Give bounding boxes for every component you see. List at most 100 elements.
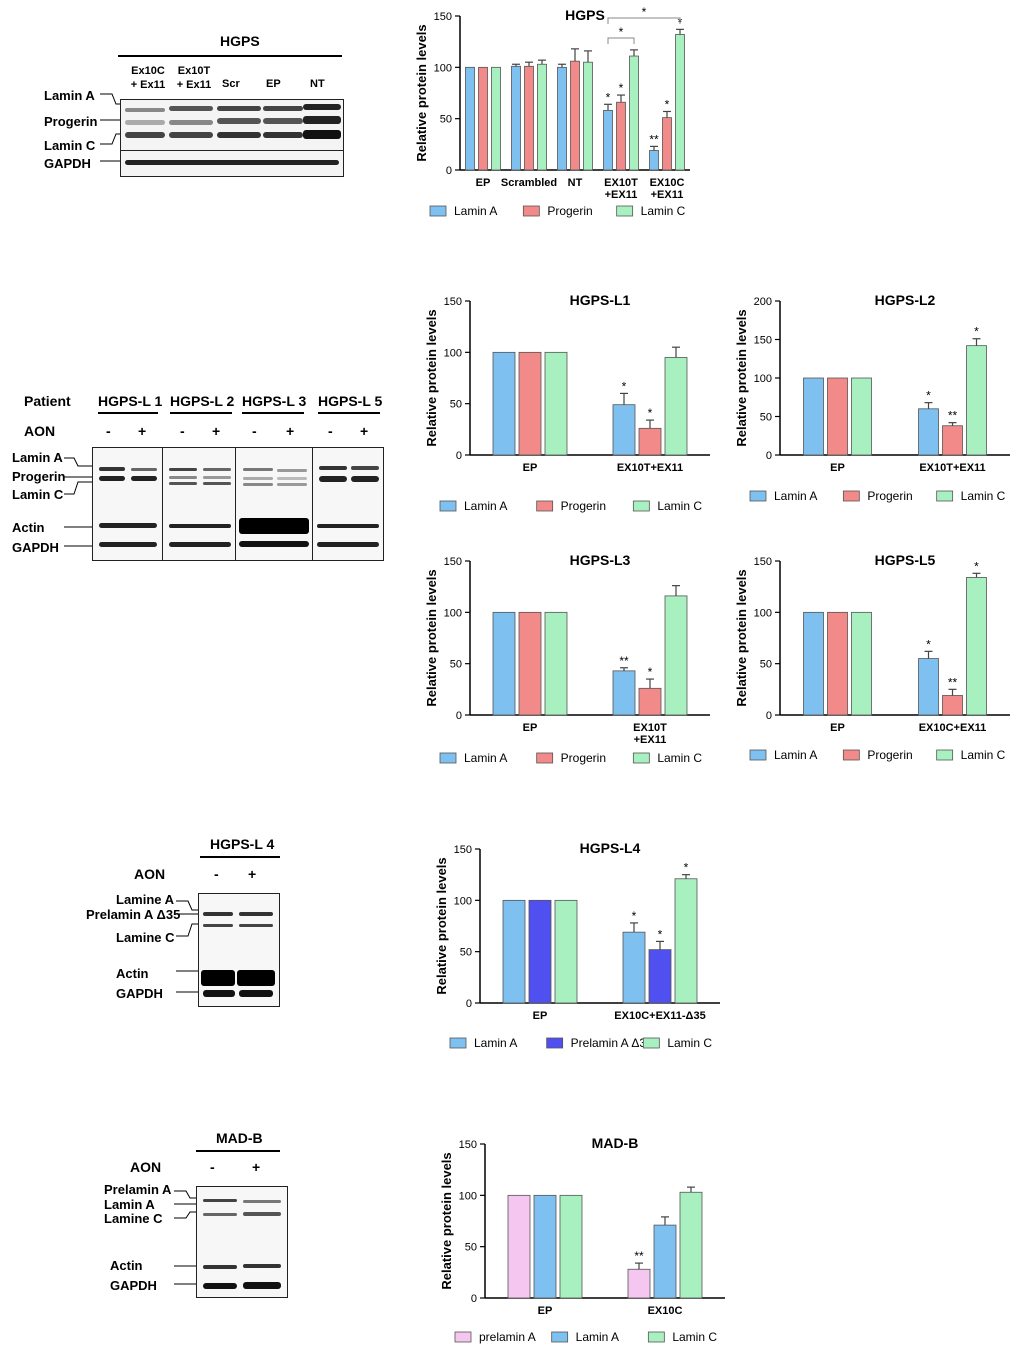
x-tick-label: EX10C+EX11: [919, 722, 987, 734]
group-label: HGPS-L 5: [318, 393, 383, 409]
x-tick-label: EP: [538, 1305, 553, 1317]
significance-label: *: [974, 559, 979, 573]
band-label: GAPDH: [44, 156, 91, 171]
band: [351, 466, 379, 470]
significance-label: *: [926, 637, 931, 651]
band-label: Lamin A: [44, 88, 95, 103]
bar: [966, 577, 987, 716]
band: [169, 468, 197, 471]
band: [277, 469, 307, 472]
band-label: Progerin: [44, 114, 98, 129]
significance-label: *: [665, 97, 670, 111]
bar: [629, 55, 639, 171]
bar: [557, 66, 567, 171]
band-label: Lamin A: [104, 1197, 155, 1212]
band: [277, 483, 307, 486]
y-axis-label: Relative protein levels: [414, 24, 429, 161]
bar: [583, 61, 593, 171]
legend-label: Lamin C: [657, 499, 702, 513]
significance-label: *: [684, 861, 689, 875]
bar: [918, 408, 939, 456]
band-label: Actin: [116, 966, 149, 981]
legend-swatch: [546, 1037, 564, 1049]
y-tick-label: 100: [754, 373, 772, 385]
sign: +: [248, 866, 257, 882]
blot-title: HGPS: [220, 33, 260, 49]
sign: -: [180, 423, 185, 439]
significance-label: *: [648, 406, 653, 420]
comparison-bracket: [607, 37, 635, 44]
y-axis-label: Relative protein levels: [434, 857, 449, 994]
bar: [851, 611, 872, 716]
band: [169, 106, 213, 111]
x-tick-label: +EX11: [651, 189, 684, 201]
legend-swatch: [749, 490, 767, 502]
legend-swatch: [536, 752, 554, 764]
bar: [559, 1194, 583, 1299]
chart-hgps-l5: HGPS-L5 Relative protein levels 0 50 100 150 E…: [734, 552, 1010, 762]
band-label: Progerin: [12, 469, 66, 484]
x-tick-label: EP: [830, 462, 845, 474]
group-label: HGPS-L 3: [242, 393, 307, 409]
legend-label: Progerin: [867, 748, 912, 762]
x-tick-label: EX10C: [648, 1305, 683, 1317]
y-tick-label: 0: [766, 450, 772, 462]
lane-divider: [162, 448, 163, 560]
band: [203, 1199, 237, 1202]
band: [99, 467, 125, 471]
band-label: GAPDH: [116, 986, 163, 1001]
x-tick-label: EP: [476, 177, 491, 189]
chart-title: MAD-B: [592, 1135, 639, 1151]
chart-title: HGPS-L4: [580, 840, 641, 856]
significance-label: *: [648, 665, 653, 679]
group-underline: [242, 412, 304, 414]
chart-hgps: HGPS Relative protein levels 0 50 100 150 EP Sc…: [414, 5, 690, 218]
y-tick-label: 0: [456, 450, 462, 462]
bar: [622, 931, 646, 1004]
legend-label: Lamin A: [774, 748, 817, 762]
legend-swatch: [522, 205, 540, 217]
legend-swatch: [454, 1331, 472, 1343]
y-tick-label: 100: [754, 607, 772, 619]
chart-mad-b: MAD-B Relative protein levels 0 50 100 150 EP E…: [439, 1135, 725, 1344]
bar: [638, 687, 662, 716]
bar: [511, 65, 521, 171]
band: [319, 476, 347, 482]
bar: [612, 670, 636, 716]
y-axis-label: Relative protein levels: [734, 309, 749, 446]
legend-swatch: [647, 1331, 665, 1343]
band-label: Actin: [110, 1258, 143, 1273]
lane-divider: [312, 448, 313, 560]
band: [203, 1213, 237, 1216]
band: [217, 106, 261, 111]
band: [203, 1283, 237, 1289]
legend-swatch: [551, 1331, 569, 1343]
legend-swatch: [632, 500, 650, 512]
y-tick-label: 50: [760, 659, 772, 671]
bar: [851, 377, 872, 456]
y-tick-label: 50: [460, 947, 472, 959]
significance-label: *: [658, 927, 663, 941]
legend-label: Lamin C: [667, 1036, 712, 1050]
x-tick-label: EX10T+EX11: [919, 462, 985, 474]
significance-label: *: [622, 379, 627, 393]
band: [203, 990, 235, 997]
comparison-label: *: [642, 5, 647, 19]
y-tick-label: 150: [444, 556, 462, 568]
y-tick-label: 0: [471, 1293, 477, 1305]
band: [243, 1200, 281, 1203]
chart-hgps-l1: HGPS-L1 Relative protein levels 0 50 100 150 E…: [424, 292, 710, 513]
sign: -: [214, 866, 219, 882]
band: [239, 912, 273, 916]
band: [169, 542, 231, 547]
bar: [664, 595, 688, 716]
significance-label: **: [948, 675, 958, 689]
x-tick-label: EX10C: [650, 177, 685, 189]
bar: [803, 377, 824, 456]
x-tick-label: NT: [568, 177, 583, 189]
y-tick-label: 200: [754, 296, 772, 308]
group-label: HGPS-L 1: [98, 393, 163, 409]
legend-label: Progerin: [547, 204, 592, 218]
blot-title: MAD-B: [216, 1130, 263, 1146]
chart-title: HGPS-L2: [875, 292, 936, 308]
